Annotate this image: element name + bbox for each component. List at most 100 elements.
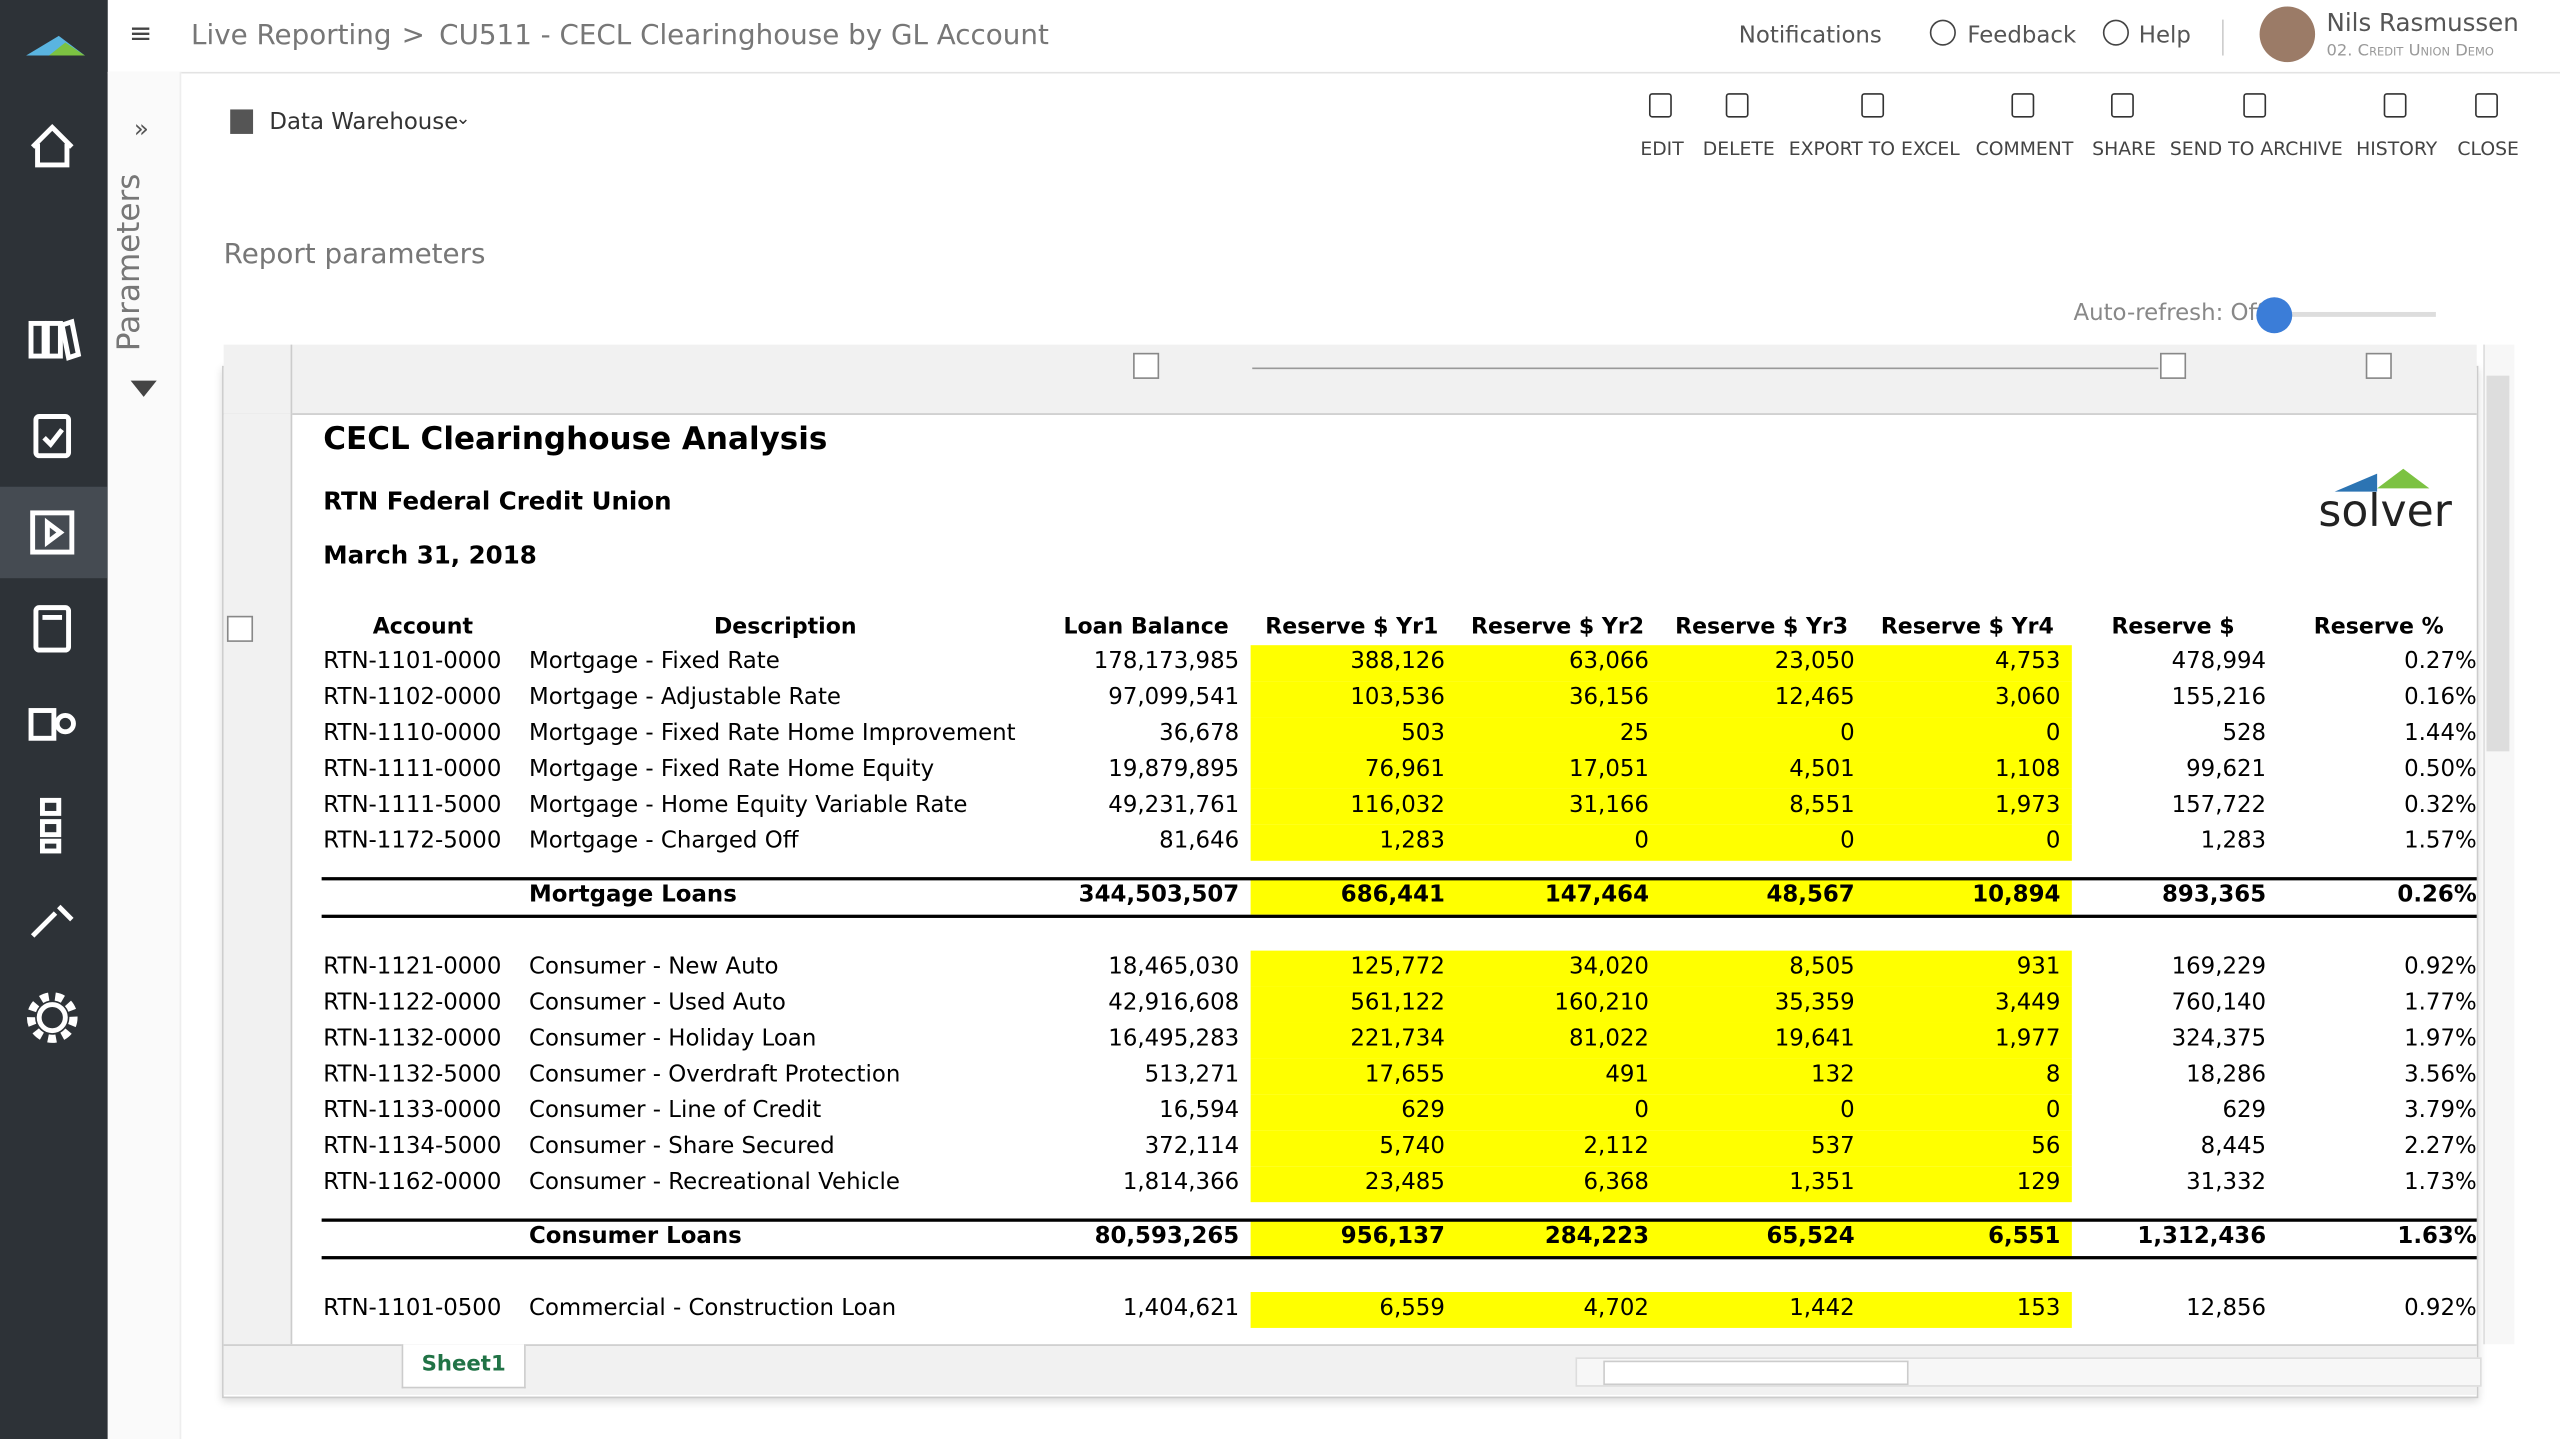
total-cell: 893,365 [2162,882,2267,909]
grid-corner-line [290,344,293,414]
parameters-label[interactable]: Parameters [111,173,147,352]
column-header: Loan Balance [1063,614,1229,641]
report-params[interactable]: Report parameters [223,238,486,272]
vscroll-thumb[interactable] [2486,375,2510,752]
total-rule [321,877,2477,880]
action-label[interactable]: EXPORT TO EXCEL [1788,137,1960,161]
sheet-tab[interactable]: Sheet1 [401,1344,526,1389]
action-icon[interactable] [1648,93,1672,118]
table-cell: 157,722 [2171,792,2267,819]
table-cell: 169,229 [2171,953,2267,981]
table-cell: 1.73% [2404,1169,2477,1196]
table-cell: 129 [2016,1169,2061,1196]
dropdown-caret[interactable]: ⌄ [455,107,471,130]
table-cell: 4,702 [1583,1295,1649,1322]
action-icon[interactable] [2011,93,2035,118]
total-rule [321,1256,2477,1259]
action-icon[interactable] [2383,93,2407,118]
table-cell: Mortgage - Fixed Rate Home Equity [528,756,935,783]
notifications[interactable]: Notifications [1738,22,1882,50]
table-cell: 12,856 [2186,1295,2267,1322]
report-body: CECL Clearinghouse Analysis RTN Federal C… [292,415,2480,1343]
column-header: Description [714,614,857,641]
menu-icon[interactable]: ≡ [128,17,153,51]
table-cell: Consumer - Holiday Loan [528,1025,817,1052]
table-cell: 0.27% [2404,648,2477,675]
outline-button[interactable] [226,615,254,642]
highlight-band [1250,1130,2072,1167]
feedback[interactable]: Feedback [1967,22,2077,50]
action-label[interactable]: HISTORY [2356,137,2438,161]
table-cell: 1.57% [2404,828,2477,855]
toggle-knob[interactable] [2256,297,2293,334]
action-icon[interactable] [2475,93,2498,118]
table-cell: 76,961 [1364,756,1445,783]
action-label[interactable]: COMMENT [1975,137,2074,161]
table-cell: 0.16% [2404,684,2477,711]
action-label[interactable]: DELETE [1702,137,1775,161]
avatar[interactable] [2259,6,2316,63]
table-cell: 629 [2222,1097,2267,1124]
divider [2222,19,2224,56]
action-icon[interactable] [2111,93,2134,118]
table-cell: 8 [2045,1061,2061,1088]
top-bar [107,0,2560,74]
table-cell: 23,050 [1774,648,1855,675]
table-cell: Commercial - Construction Loan [528,1295,897,1322]
table-cell: 18,465,030 [1108,953,1240,981]
table-cell: Consumer - Used Auto [528,989,786,1016]
table-cell: 1,442 [1789,1295,1855,1322]
table-cell: RTN-1122-0000 [323,989,502,1016]
action-icon[interactable] [2243,93,2267,118]
hscroll-thumb[interactable] [1603,1360,1909,1386]
action-label[interactable]: SEND TO ARCHIVE [2169,137,2343,161]
table-cell: 0.92% [2404,953,2477,981]
col-header-bar [223,344,2477,415]
column-header: Reserve % [2313,614,2444,641]
table-cell: 16,495,283 [1108,1025,1240,1052]
action-label[interactable]: EDIT [1640,137,1684,161]
user-name[interactable]: Nils Rasmussen [2326,8,2519,38]
table-cell: 0 [1634,828,1649,855]
user-org: 02. Credit Union Demo [2326,42,2494,61]
highlight-band [1250,1022,2072,1059]
breadcrumb-root[interactable]: Live Reporting [191,19,392,53]
table-cell: 17,655 [1364,1061,1445,1088]
action-icon[interactable] [1725,93,1749,118]
outline-button[interactable] [1133,352,1160,379]
table-cell: 19,641 [1774,1025,1855,1052]
expand-icon[interactable]: » [133,114,149,144]
filter-icon[interactable] [130,380,157,397]
table-cell: Mortgage - Fixed Rate [528,648,780,675]
help[interactable]: Help [2138,22,2191,50]
highlight-band [1250,1291,2072,1328]
auto-refresh[interactable]: Auto-refresh: Off [2073,300,2265,327]
outline-button[interactable] [2365,352,2392,379]
table-cell: RTN-1101-0500 [323,1295,502,1322]
table-cell: 103,536 [1350,684,1445,711]
action-icon[interactable] [1861,93,1885,118]
feedback-icon[interactable] [1929,19,1956,46]
table-cell: RTN-1111-0000 [323,756,502,783]
table-cell: 1.77% [2404,989,2477,1016]
table-cell: 3.79% [2404,1097,2477,1124]
help-icon[interactable] [2102,19,2129,46]
toggle-track[interactable] [2272,311,2436,317]
highlight-band [1250,681,2072,718]
table-cell: 35,359 [1774,989,1855,1016]
data-source[interactable]: Data Warehouse [269,109,459,136]
action-label[interactable]: CLOSE [2457,137,2519,161]
table-cell: Consumer - Share Secured [528,1133,835,1160]
outline-button[interactable] [2159,352,2187,379]
table-cell: 6,559 [1379,1295,1445,1322]
table-cell: 63,066 [1568,648,1649,675]
highlight-band [1250,986,2072,1023]
highlight-band [1250,1094,2072,1131]
table-cell: 1,351 [1789,1169,1855,1196]
table-cell: 513,271 [1144,1061,1240,1088]
total-cell: 0.26% [2397,882,2477,909]
table-cell: 324,375 [2171,1025,2267,1052]
table-cell: 49,231,761 [1108,792,1240,819]
table-cell: Consumer - New Auto [528,953,779,981]
action-label[interactable]: SHARE [2092,137,2156,161]
